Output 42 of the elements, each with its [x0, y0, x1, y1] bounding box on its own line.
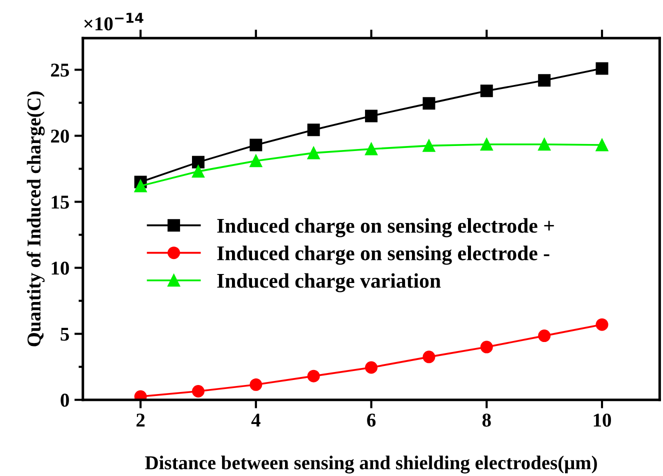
y-tick-label: 0: [60, 394, 69, 407]
x-tick-label: 8: [482, 414, 491, 427]
x-tick-label: 10: [594, 414, 611, 427]
point: [365, 361, 378, 374]
point: [307, 124, 320, 136]
point: [480, 138, 493, 151]
point: [480, 84, 493, 98]
legend-label: Induced charge variation: [217, 273, 441, 292]
point: [538, 330, 551, 342]
point: [480, 340, 493, 354]
y-axis-title: Quantity of Induced charge(C): [26, 92, 45, 346]
point: [596, 62, 608, 75]
y-tick-label: 5: [60, 328, 69, 341]
y-tick-label: 15: [52, 196, 69, 209]
point: [192, 165, 204, 178]
point: [365, 110, 378, 122]
y-tick-label: 25: [51, 64, 69, 77]
point: [365, 142, 378, 156]
point: [134, 180, 147, 192]
point: [538, 74, 551, 87]
legend-label: Induced charge on sensing electrode +: [217, 218, 554, 238]
y-tick-label: 10: [52, 262, 69, 275]
x-axis-title: Distance between sensing and shielding electrodes(μm): [145, 456, 597, 474]
point: [422, 139, 436, 152]
point: [422, 350, 436, 364]
point: [307, 370, 320, 382]
point: [422, 97, 436, 110]
point: [596, 318, 608, 331]
point: [250, 154, 262, 168]
x-tick-label: 2: [136, 414, 145, 427]
text: ×10$^{−14}$: [84, 12, 144, 30]
point: [192, 385, 204, 398]
point: [192, 156, 204, 168]
point: [250, 138, 262, 152]
legend-label: Induced charge on sensing electrode -: [217, 246, 550, 265]
point: [538, 138, 551, 151]
x-tick-label: 6: [367, 414, 376, 427]
point: [596, 138, 608, 152]
x-tick-label: 4: [251, 414, 260, 427]
y-tick-label: 20: [51, 130, 69, 143]
point: [250, 378, 262, 391]
point: [307, 146, 320, 160]
